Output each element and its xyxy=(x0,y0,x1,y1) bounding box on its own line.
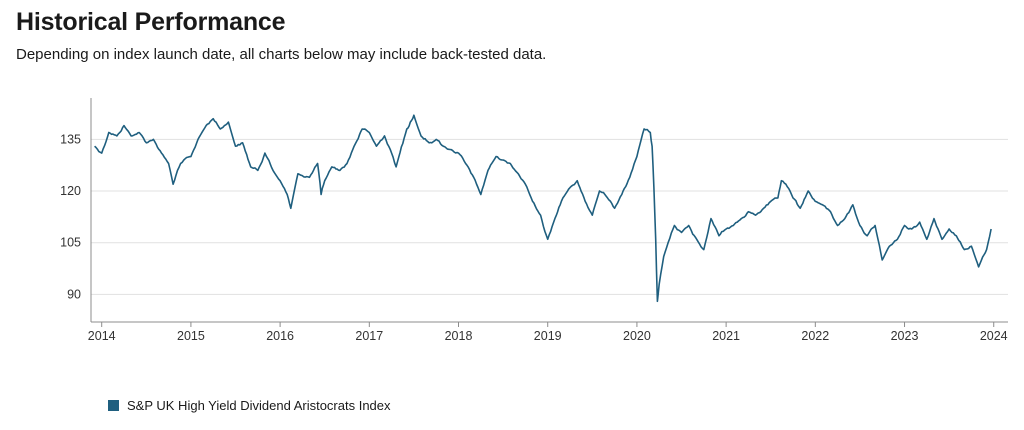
grid-lines xyxy=(91,138,1008,295)
x-tick-label: 2019 xyxy=(534,329,562,343)
legend[interactable]: S&P UK High Yield Dividend Aristocrats I… xyxy=(108,398,391,413)
y-tick-label: 90 xyxy=(67,287,81,301)
y-tick-label: 120 xyxy=(60,184,81,198)
x-tick-label: 2021 xyxy=(712,329,740,343)
series-layer xyxy=(94,114,992,303)
page-title: Historical Performance xyxy=(16,8,286,36)
y-axis-ticks: 90 105 120 135 xyxy=(60,132,81,301)
x-tick-label: 2014 xyxy=(88,329,116,343)
x-axis-ticks: 2014 2015 2016 2017 2018 2019 2020 2021 2022 2023… xyxy=(88,322,1008,343)
x-tick-label: 2022 xyxy=(801,329,829,343)
page-subtitle: Depending on index launch date, all char… xyxy=(16,46,547,63)
axes xyxy=(90,98,1008,323)
x-tick-label: 2023 xyxy=(891,329,919,343)
y-tick-label: 135 xyxy=(60,132,81,146)
legend-swatch-icon xyxy=(108,400,119,411)
legend-label: S&P UK High Yield Dividend Aristocrats I… xyxy=(127,398,391,413)
x-tick-label: 2016 xyxy=(266,329,294,343)
y-tick-label: 105 xyxy=(60,236,81,250)
x-tick-label: 2020 xyxy=(623,329,651,343)
x-tick-label: 2015 xyxy=(177,329,205,343)
x-tick-label: 2017 xyxy=(355,329,383,343)
series-line xyxy=(94,114,992,303)
x-tick-label: 2024 xyxy=(980,329,1008,343)
x-tick-label: 2018 xyxy=(445,329,473,343)
